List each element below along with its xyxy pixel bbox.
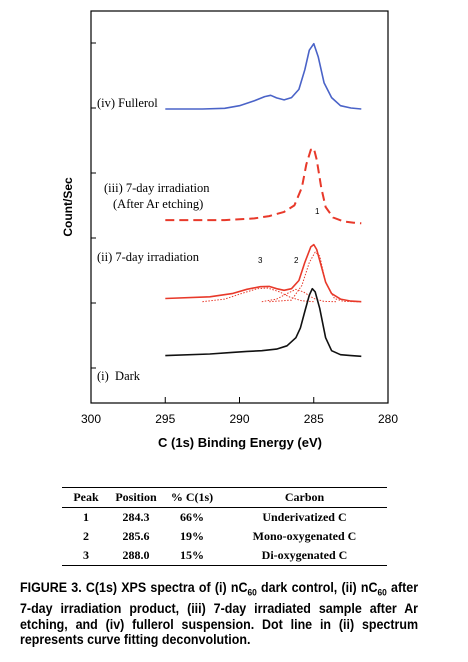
series-line — [165, 287, 362, 358]
cell-position: 288.0 — [122, 548, 150, 562]
cell-percent: 15% — [180, 548, 204, 562]
x-tick-label: 290 — [229, 412, 249, 426]
caption-sub-1: 60 — [247, 587, 257, 598]
cell-carbon: Mono-oxygenated C — [252, 529, 357, 543]
col-header-peak: Peak — [73, 490, 99, 504]
y-axis-label: Count/Sec — [61, 177, 75, 237]
cell-peak: 1 — [83, 510, 89, 524]
series-line — [165, 42, 362, 110]
curve-label-iv: (iv) Fullerol — [97, 96, 158, 110]
col-header-carbon: Carbon — [284, 490, 325, 504]
x-ticks: 300 295 290 285 280 — [81, 397, 398, 426]
peak-table: Peak Position % C(1s) Carbon 1 284.3 66%… — [62, 487, 387, 566]
cell-position: 284.3 — [122, 510, 150, 524]
curve-label-iii-sub: (After Ar etching) — [113, 197, 203, 211]
curve-label-iii: (iii) 7-day irradiation — [104, 181, 210, 195]
col-header-position: Position — [115, 490, 157, 504]
caption-mid: dark control, (ii) nC — [256, 580, 378, 595]
series-line — [261, 288, 337, 303]
table-row: 2 285.6 19% Mono-oxygenated C — [62, 527, 387, 546]
table-row: 1 284.3 66% Underivatized C — [62, 508, 387, 528]
cell-percent: 19% — [180, 529, 204, 543]
y-ticks — [91, 42, 96, 369]
x-tick-label: 300 — [81, 412, 101, 426]
figure-caption: FIGURE 3. C(1s) XPS spectra of (i) nC60 … — [20, 580, 418, 648]
peak-marker-3: 3 — [258, 256, 263, 265]
series-line — [269, 251, 359, 303]
col-header-percent: % C(1s) — [170, 490, 214, 504]
cell-carbon: Di-oxygenated C — [261, 548, 348, 562]
peak-marker-1: 1 — [315, 207, 320, 216]
cell-percent: 66% — [180, 510, 204, 524]
table-row: 3 288.0 15% Di-oxygenated C — [62, 546, 387, 566]
caption-rest: after 7-day irradiation product, (iii) 7… — [20, 580, 419, 648]
curve-label-i: (i) Dark — [97, 369, 141, 383]
x-tick-label: 285 — [304, 412, 324, 426]
table-header-row: Peak Position % C(1s) Carbon — [62, 487, 387, 508]
x-tick-label: 295 — [155, 412, 175, 426]
x-tick-label: 280 — [378, 412, 398, 426]
peak-marker-2: 2 — [294, 256, 299, 265]
cell-position: 285.6 — [122, 529, 150, 543]
cell-carbon: Underivatized C — [262, 510, 347, 524]
series-line — [165, 147, 362, 225]
caption-sub-2: 60 — [377, 587, 387, 598]
cell-peak: 3 — [83, 548, 89, 562]
series-layer — [165, 42, 362, 358]
curve-label-ii: (ii) 7-day irradiation — [97, 250, 200, 264]
series-line — [202, 287, 314, 303]
xps-chart: 300 295 290 285 280 (iv) Fullerol (iii) 7-da… — [61, 10, 398, 450]
caption-lead: FIGURE 3. C(1s) XPS spectra of (i) nC — [20, 580, 248, 595]
cell-peak: 2 — [83, 529, 89, 543]
x-axis-label: C (1s) Binding Energy (eV) — [158, 435, 322, 450]
series-line — [165, 243, 362, 303]
